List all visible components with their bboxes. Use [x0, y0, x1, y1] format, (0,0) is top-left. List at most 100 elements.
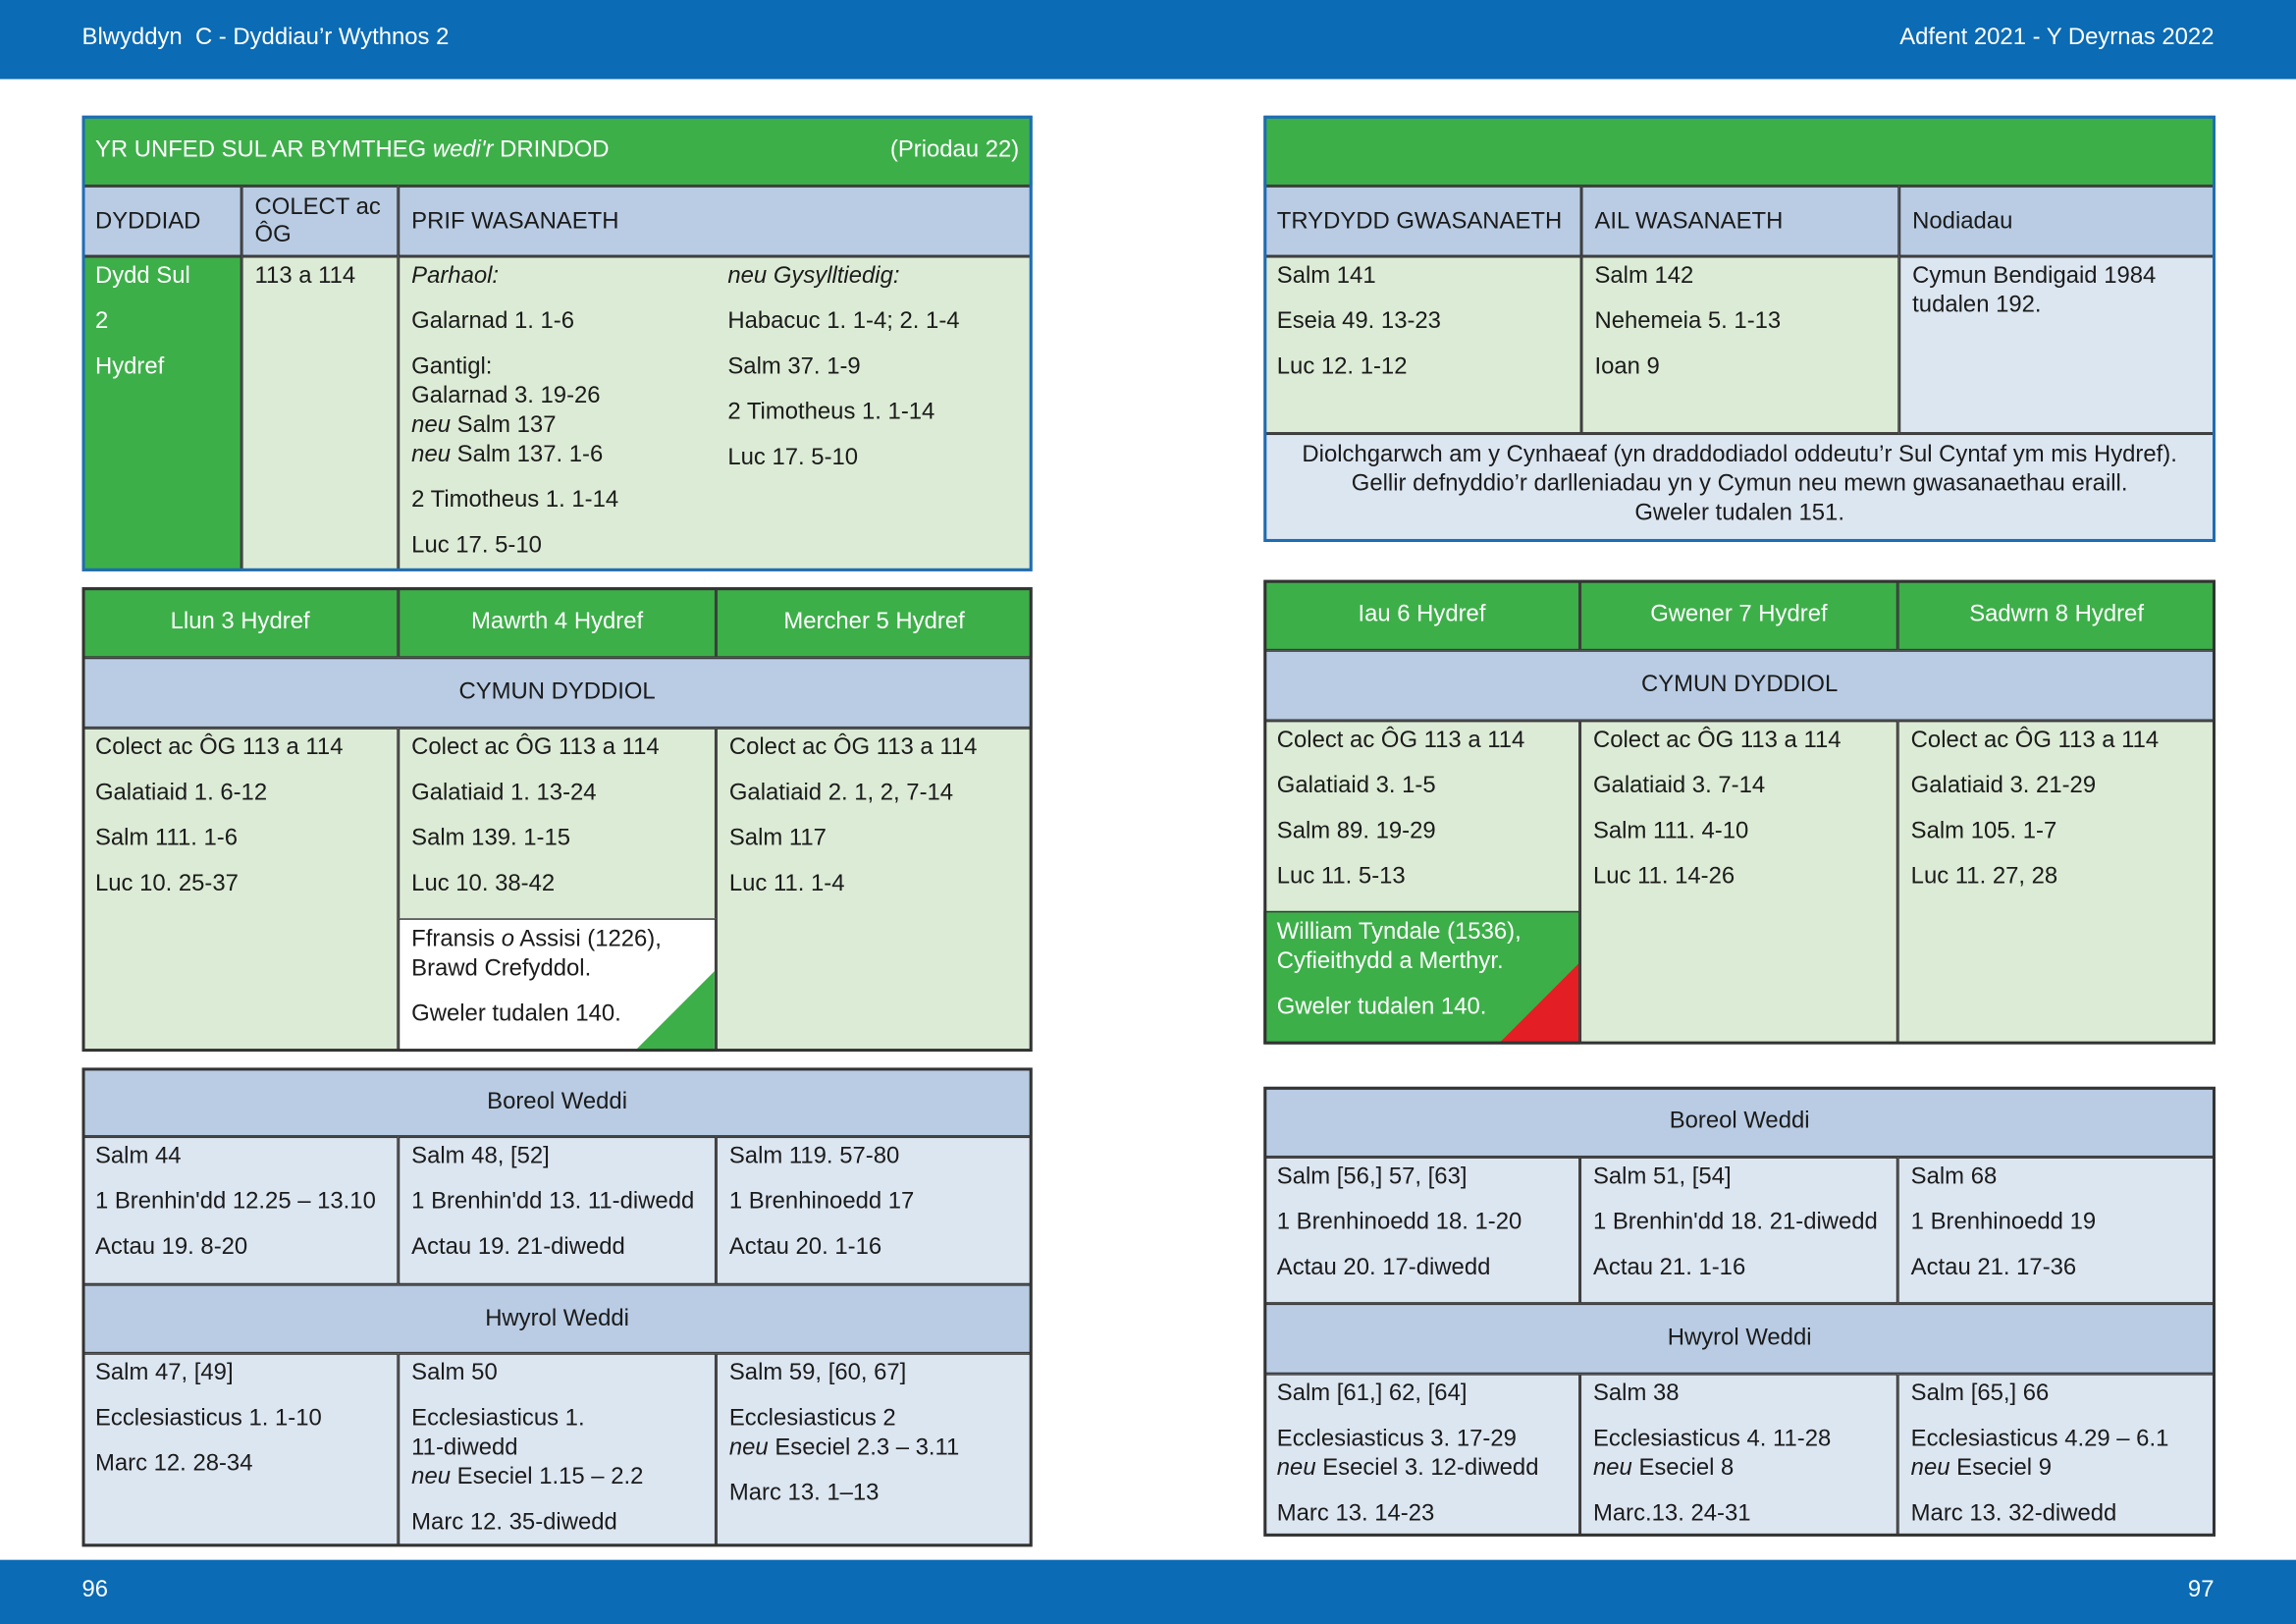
principal-cell: Parhaol: Galarnad 1. 1-6 Gantigl: Galarnad …	[398, 256, 1033, 571]
reading: 2 Timotheus 1. 1-14	[727, 399, 959, 428]
header-cell: AIL WASANAETH	[1581, 186, 1899, 257]
reading: 1 Brenhinoedd 17	[729, 1188, 1019, 1218]
text: Salm 105. 1-7	[1910, 818, 2057, 844]
reading: Actau 21. 1-16	[1593, 1254, 1885, 1283]
reading: Salm [61,] 62, [64]	[1277, 1380, 1567, 1409]
corner-triangle	[635, 971, 715, 1051]
readings-cell: Salm 38 Ecclesiasticus 4. 11-28 neu Esecie…	[1579, 1374, 1898, 1537]
text: Colect ac ÔG 113 a 114 Galatiaid 3. 1-5 Sa…	[1265, 722, 1578, 892]
reading: Hydref	[95, 353, 229, 383]
reading: Salm 38	[1593, 1380, 1885, 1409]
text: Galarnad 3. 19-26	[411, 383, 601, 409]
triangle	[635, 971, 715, 1051]
text: Salm 51, [54]	[1592, 1164, 1732, 1190]
text: Actau 20. 17-diwedd	[1276, 1255, 1491, 1280]
reading-line: tudalen 192.	[1912, 292, 2202, 321]
reading: 1 Brenhin'dd 18. 21-diwedd	[1593, 1209, 1885, 1238]
text: Salm 44 1 Brenhin'dd 12.25 – 13.10 Actau 1…	[83, 1138, 397, 1263]
text: Marc 13. 32-diwedd	[1910, 1501, 2117, 1527]
header-cell: Nodiadau	[1898, 186, 2216, 257]
reading: Actau 19. 8-20	[95, 1233, 385, 1263]
reading: Ecclesiasticus 4. 11-28 neu Eseciel 8	[1593, 1425, 1885, 1484]
reading-line: Gantigl:	[411, 353, 618, 383]
reading: Nehemeia 5. 1-13	[1594, 307, 1886, 337]
text: Ecclesiasticus 4.29 – 6.1	[1910, 1426, 2169, 1452]
text: Ecclesiasticus 4. 11-28	[1592, 1426, 1832, 1452]
reference: (Priodau 22)	[889, 137, 1020, 163]
text: Salm 38	[1592, 1380, 1680, 1407]
text: Galatiaid 1. 6-12	[94, 781, 268, 806]
reading: Salm 141	[1277, 262, 1569, 292]
column-header: Nodiadau	[1912, 208, 2013, 234]
text: Salm 68	[1910, 1164, 1998, 1190]
day-header: Iau 6 Hydref	[1263, 579, 1580, 651]
reading: 1 Brenhinoedd 18. 1-20	[1277, 1209, 1567, 1238]
reading: Diolchgarwch am y Cynhaeaf (yn draddodia…	[1265, 435, 2215, 528]
text: Parhaol: Galarnad 1. 1-6 Gantigl: Galarnad …	[400, 258, 630, 570]
text: Cymun Bendigaid 1984 tudalen 192.	[1900, 258, 2214, 321]
text: 113 a 114	[254, 263, 356, 289]
notes-cell: Cymun Bendigaid 1984 tudalen 192.	[1898, 256, 2216, 434]
text: Marc 13. 14-23	[1276, 1501, 1435, 1527]
text: Eseciel 3. 12-diwedd	[1322, 1455, 1539, 1482]
text: Nehemeia 5. 1-13	[1594, 308, 1782, 335]
reading: Ecclesiasticus 3. 17-29 neu Eseciel 3. 12…	[1277, 1425, 1567, 1484]
reading: Marc 13. 32-diwedd	[1911, 1500, 2203, 1530]
text: Luc 17. 5-10	[727, 445, 859, 470]
text: Salm 137. 1-6	[456, 442, 604, 467]
page-number: 96	[81, 1577, 109, 1602]
text: Salm 141 Eseia 49. 13-23 Luc 12. 1-12	[1265, 258, 1580, 383]
reading: Luc 17. 5-10	[727, 444, 959, 473]
readings-cell: Salm 48, [52] 1 Brenhin'dd 13. 11-diwedd A…	[398, 1136, 717, 1285]
text: 1 Brenhin'dd 13. 11-diwedd	[411, 1189, 695, 1215]
text: Habacuc 1. 1-4; 2. 1-4	[727, 308, 960, 335]
reading-line: neu Eseciel 2.3 – 3.11	[729, 1434, 1019, 1463]
reading: Luc 11. 27, 28	[1911, 863, 2203, 893]
text: 1 Brenhinoedd 19	[1910, 1210, 2097, 1235]
text: Salm 50	[411, 1360, 498, 1386]
reading: Marc 13. 14-23	[1277, 1500, 1567, 1530]
reading: Salm 139. 1-15	[411, 825, 703, 854]
reading: 1 Brenhin'dd 12.25 – 13.10	[95, 1188, 385, 1218]
text: Galatiaid 3. 1-5	[1276, 773, 1436, 798]
day-name: Mercher 5 Hydref	[783, 609, 965, 634]
text: Salm 142	[1594, 263, 1694, 289]
reading-line: Cyfieithydd a Merthyr.	[1277, 947, 1567, 977]
day-name: Iau 6 Hydref	[1358, 602, 1486, 627]
text: 113 a 114	[243, 258, 398, 292]
text: Luc 17. 5-10	[411, 532, 542, 559]
day-header: Sadwrn 8 Hydref	[1897, 579, 2216, 651]
reading: Habacuc 1. 1-4; 2. 1-4	[727, 307, 959, 337]
reading-line: Gweler tudalen 151.	[1265, 500, 2215, 529]
text: Salm 137	[456, 412, 557, 439]
reading-line: Ecclesiasticus 3. 17-29	[1277, 1425, 1567, 1454]
prayer-heading: Boreol Weddi	[1263, 1086, 2216, 1158]
harvest-note: Diolchgarwch am y Cynhaeaf (yn draddodia…	[1263, 433, 2216, 542]
reading: neu Gysylltiedig:	[727, 262, 959, 292]
column-header: PRIF WASANAETH	[411, 208, 619, 234]
text: Luc 11. 14-26	[1592, 864, 1735, 890]
reading-line: Gellir defnyddio’r darlleniadau yn y Cym…	[1265, 470, 2215, 500]
reading: Luc 11. 14-26	[1593, 863, 1885, 893]
text: 1 Brenhin'dd 12.25 – 13.10	[94, 1189, 376, 1215]
readings-cell: Salm 50 Ecclesiasticus 1. 11-diwedd neu Ese…	[398, 1353, 717, 1547]
eucharist-heading: CYMUN DYDDIOL	[1263, 650, 2216, 721]
reading: 2	[95, 307, 229, 337]
reading: Ecclesiasticus 1. 1-10	[95, 1405, 385, 1435]
prayer-heading: Hwyrol Weddi	[81, 1284, 1033, 1354]
day-header: Mercher 5 Hydref	[716, 587, 1033, 658]
text: neu Gysylltiedig: Habacuc 1. 1-4; 2. 1-4 S…	[716, 258, 971, 490]
reading: Salm 59, [60, 67]	[729, 1359, 1019, 1388]
reading: Luc 11. 5-13	[1277, 863, 1567, 893]
reading: Ecclesiasticus 4.29 – 6.1 neu Eseciel 9	[1911, 1425, 2203, 1484]
text: Salm 89. 19-29	[1276, 818, 1436, 844]
text: William Tyndale (1536),	[1276, 919, 1522, 946]
text: Cymun Bendigaid 1984	[1912, 263, 2157, 289]
text: Marc 13. 1–13	[728, 1481, 880, 1506]
reading: Actau 19. 21-diwedd	[411, 1233, 703, 1263]
text: Salm 59, [60, 67] Ecclesiasticus 2 neu Ese…	[718, 1355, 1031, 1509]
reading: Salm 51, [54]	[1593, 1163, 1885, 1192]
text: Salm 68 1 Brenhinoedd 19 Actau 21. 17-36	[1899, 1159, 2215, 1283]
